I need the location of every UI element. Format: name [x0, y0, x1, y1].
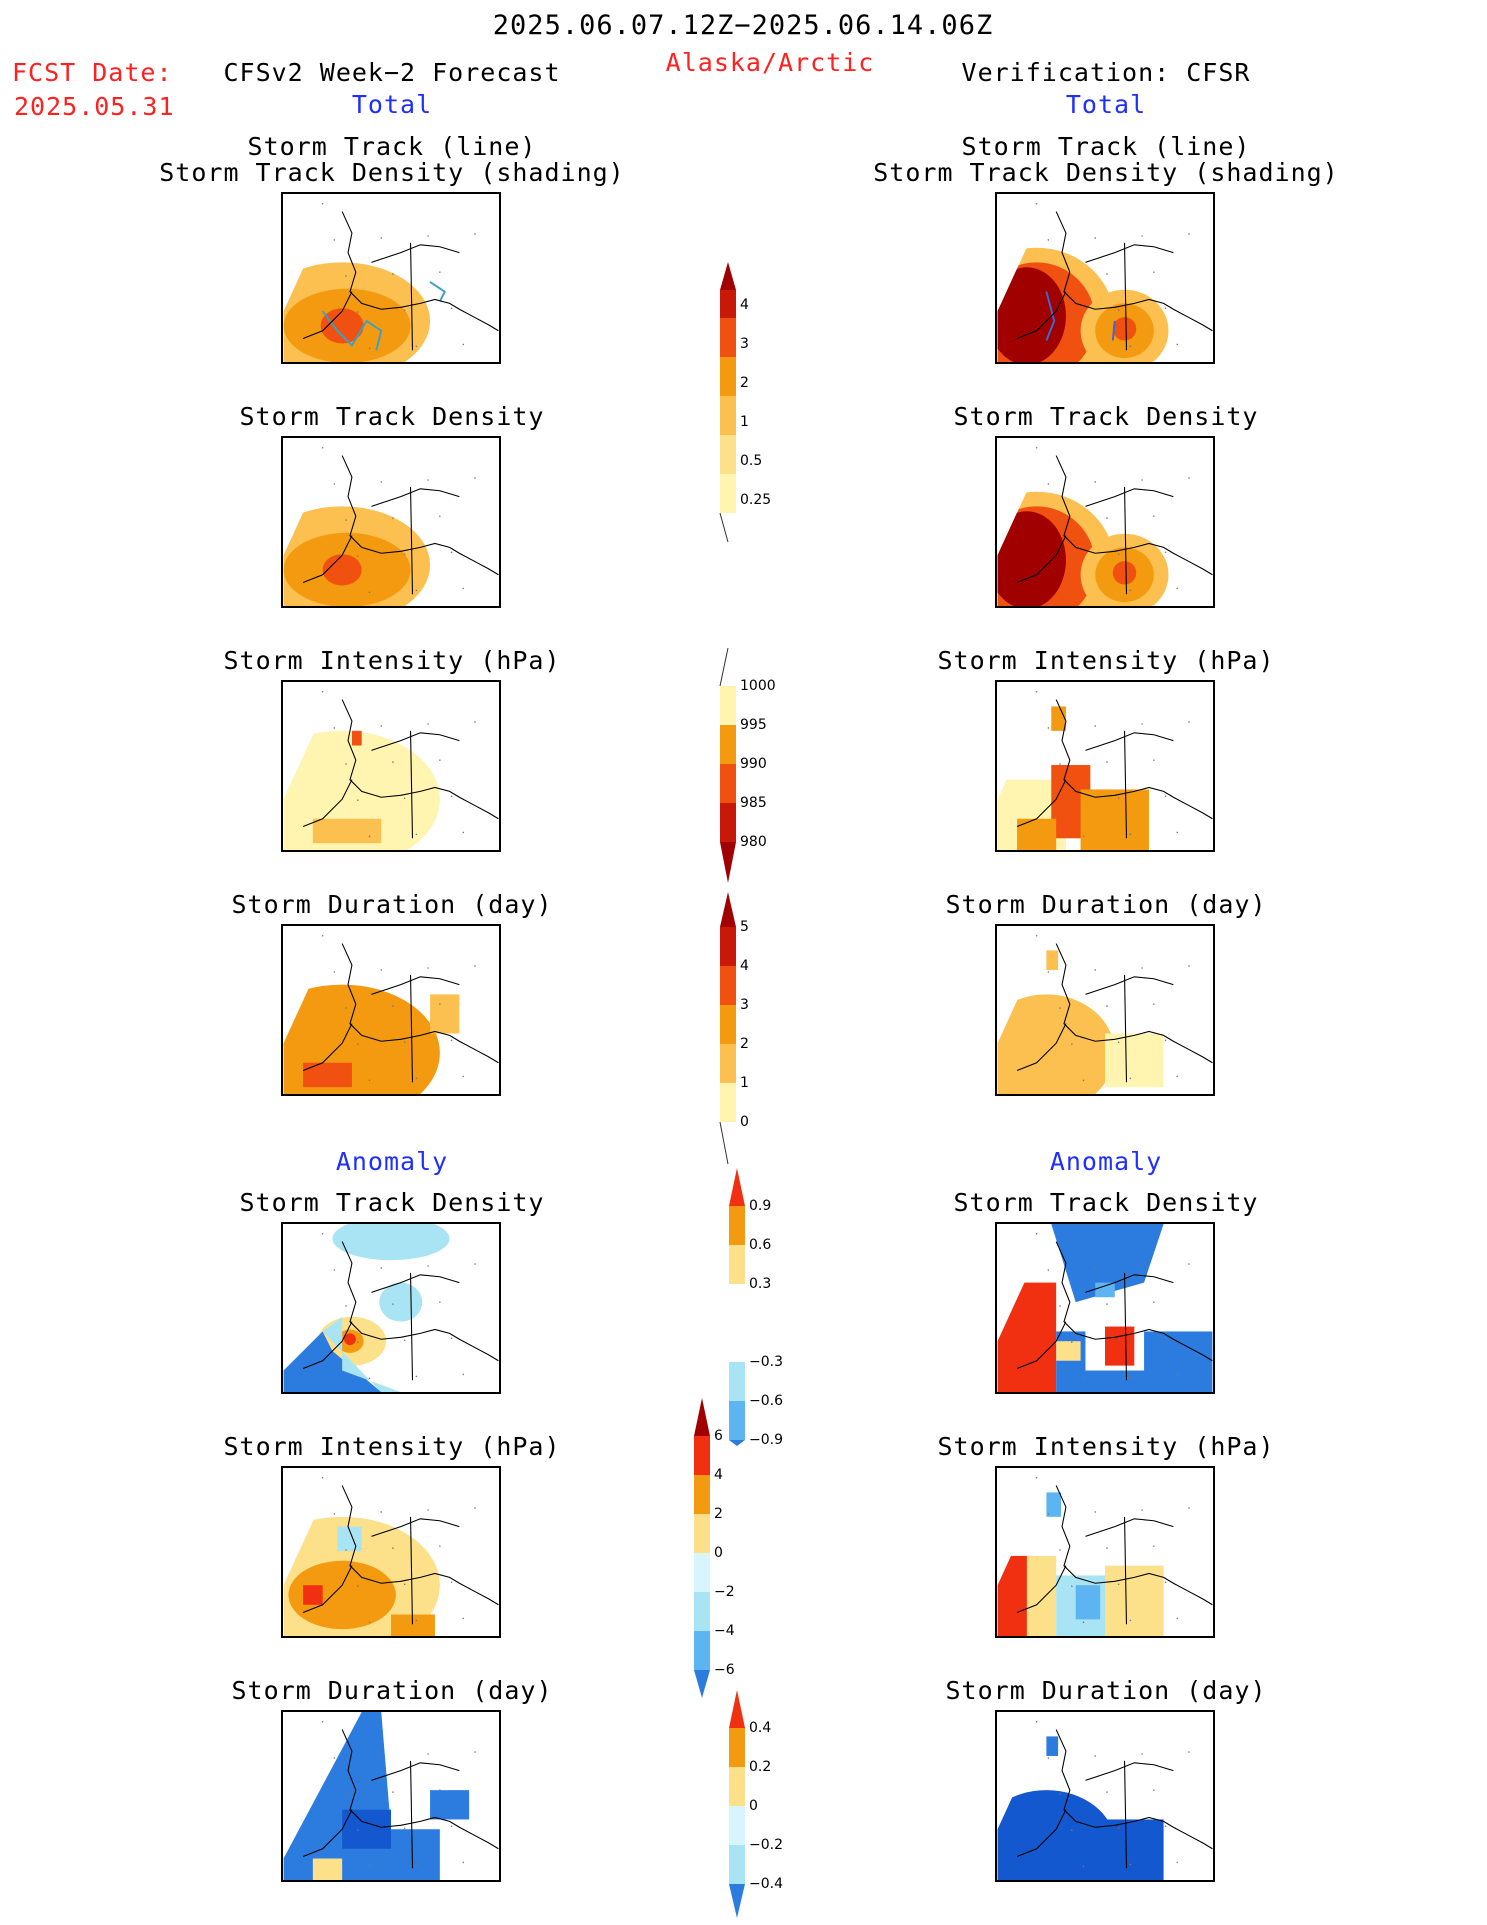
duranom-tick-m02: −0.2 [749, 1837, 783, 1853]
intensity-tick-980: 980 [740, 834, 767, 850]
duration-tick-0: 0 [740, 1114, 749, 1130]
left-anom-duration-map [281, 1710, 501, 1882]
danom-tick-m03: −0.3 [749, 1354, 783, 1370]
right-intensity-title: Storm Intensity (hPa) [937, 646, 1275, 675]
left-intensity-title: Storm Intensity (hPa) [223, 646, 561, 675]
intensity-tick-985: 985 [740, 795, 767, 811]
left-anom-intensity-title: Storm Intensity (hPa) [223, 1432, 561, 1461]
ianom-tick-m6: −6 [714, 1662, 735, 1678]
duration-tick-3: 3 [740, 997, 749, 1013]
ianom-tick-m4: −4 [714, 1623, 735, 1639]
left-anomaly-label: Anomaly [335, 1147, 449, 1176]
duration-tick-2: 2 [740, 1036, 749, 1052]
right-total-label: Total [1065, 90, 1147, 119]
left-anom-density-map [281, 1222, 501, 1394]
intensity-tick-990: 990 [740, 756, 767, 772]
danom-tick-06: 0.6 [749, 1237, 771, 1253]
left-intensity-map [281, 680, 501, 852]
fcst-date-label: FCST Date: [12, 58, 173, 87]
ianom-tick-m2: −2 [714, 1584, 735, 1600]
duranom-tick-02: 0.2 [749, 1759, 771, 1775]
right-duration-title: Storm Duration (day) [945, 890, 1267, 919]
intensity-total-colorbar: 1000 995 990 985 980 [719, 647, 780, 892]
duranom-tick-m04: −0.4 [749, 1876, 783, 1892]
right-track-map [995, 192, 1215, 364]
danom-tick-03: 0.3 [749, 1276, 771, 1292]
density-tick-2: 2 [740, 375, 749, 391]
ianom-tick-2: 2 [714, 1506, 723, 1522]
density-tick-05: 0.5 [740, 453, 762, 469]
right-anom-density-map [995, 1222, 1215, 1394]
duration-tick-5: 5 [740, 919, 749, 935]
duration-anom-colorbar: 0.4 0.2 0 −0.2 −0.4 [729, 1690, 799, 1924]
right-column-title: Verification: CFSR [961, 58, 1251, 87]
right-anom-intensity-map [995, 1466, 1215, 1638]
ianom-tick-0: 0 [714, 1545, 723, 1561]
duration-tick-1: 1 [740, 1075, 749, 1091]
left-density-title: Storm Track Density [239, 402, 545, 431]
right-intensity-map [995, 680, 1215, 852]
left-duration-map [281, 924, 501, 1096]
left-track-map [281, 192, 501, 364]
left-anom-duration-title: Storm Duration (day) [231, 1676, 553, 1705]
intensity-tick-995: 995 [740, 717, 767, 733]
duration-total-colorbar: 5 4 3 2 1 0 [719, 892, 780, 1176]
left-track-line-title: Storm Track (line) [247, 132, 537, 161]
fcst-date-value: 2025.05.31 [14, 92, 175, 121]
right-track-shading-title: Storm Track Density (shading) [873, 158, 1339, 187]
left-track-shading-title: Storm Track Density (shading) [159, 158, 625, 187]
right-anom-duration-map [995, 1710, 1215, 1882]
density-tick-4: 4 [740, 297, 749, 313]
density-tick-025: 0.25 [740, 492, 771, 508]
right-duration-map [995, 924, 1215, 1096]
duranom-tick-04: 0.4 [749, 1720, 771, 1736]
left-total-label: Total [351, 90, 433, 119]
ianom-tick-4: 4 [714, 1467, 723, 1483]
left-density-map [281, 436, 501, 608]
danom-tick-09: 0.9 [749, 1198, 771, 1214]
duration-tick-4: 4 [740, 958, 749, 974]
danom-tick-m06: −0.6 [749, 1393, 783, 1409]
density-anom-colorbar: 0.9 0.6 0.3 −0.3 −0.6 −0.9 [729, 1168, 799, 1452]
right-density-map [995, 436, 1215, 608]
right-track-line-title: Storm Track (line) [961, 132, 1251, 161]
left-duration-title: Storm Duration (day) [231, 890, 553, 919]
right-anom-intensity-title: Storm Intensity (hPa) [937, 1432, 1275, 1461]
intensity-anom-colorbar: 6 4 2 0 −2 −4 −6 [694, 1398, 754, 1702]
ianom-tick-6: 6 [714, 1428, 723, 1444]
right-anom-density-title: Storm Track Density [953, 1188, 1259, 1217]
right-anom-duration-title: Storm Duration (day) [945, 1676, 1267, 1705]
density-tick-3: 3 [740, 336, 749, 352]
date-range-title: 2025.06.07.12Z−2025.06.14.06Z [492, 10, 994, 41]
region-label: Alaska/Arctic [665, 48, 875, 77]
density-total-colorbar: 4 3 2 1 0.5 0.25 [719, 262, 780, 546]
duranom-tick-0: 0 [749, 1798, 758, 1814]
density-tick-1: 1 [740, 414, 749, 430]
danom-tick-m09: −0.9 [749, 1432, 783, 1448]
right-anomaly-label: Anomaly [1049, 1147, 1163, 1176]
left-column-title: CFSv2 Week−2 Forecast [223, 58, 561, 87]
right-density-title: Storm Track Density [953, 402, 1259, 431]
intensity-tick-1000: 1000 [740, 678, 776, 694]
left-anom-density-title: Storm Track Density [239, 1188, 545, 1217]
left-anom-intensity-map [281, 1466, 501, 1638]
